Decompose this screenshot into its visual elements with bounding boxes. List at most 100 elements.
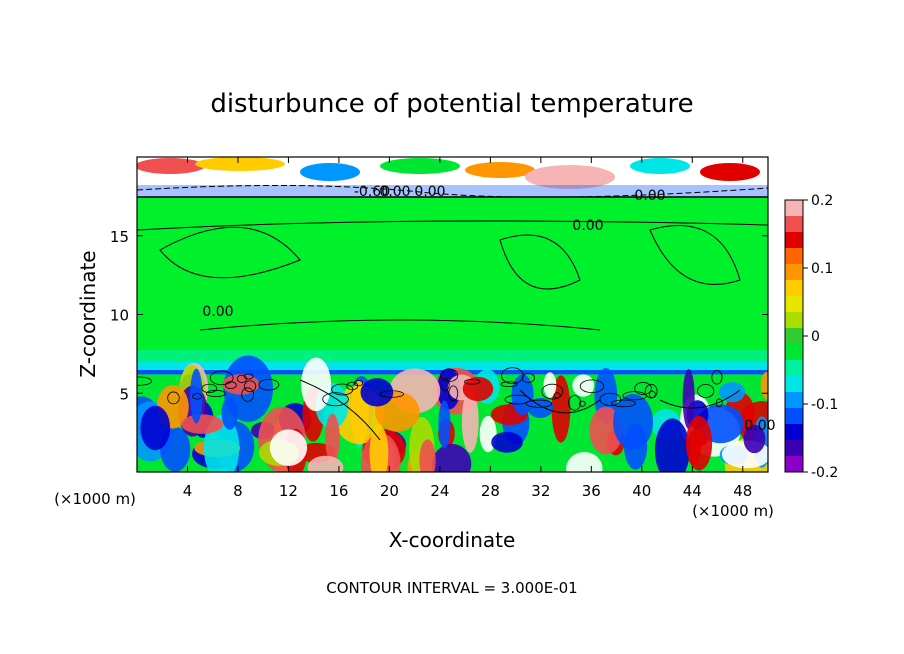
turbulence-blob: [269, 429, 308, 466]
x-tick-label: 12: [279, 482, 298, 500]
turbulence-blob: [419, 439, 436, 472]
turbulence-blob: [369, 424, 389, 472]
turbulence-blob: [543, 372, 557, 398]
colorbar-swatch: [785, 248, 803, 265]
colorbar-swatch: [785, 440, 803, 457]
interface-contour: [541, 383, 564, 400]
interface-contour: [611, 399, 636, 408]
x-unit-label: (×1000 m): [692, 502, 774, 520]
colorbar-swatch: [785, 392, 803, 409]
interface-contour: [440, 378, 450, 392]
interface-contour: [440, 368, 459, 382]
interface-contour: [697, 383, 715, 398]
turbulence-blob: [432, 443, 472, 472]
colorbar-swatch: [785, 280, 803, 297]
interface-contour: [500, 381, 518, 388]
x-tick-label: 24: [430, 482, 449, 500]
colorbar-swatch: [785, 296, 803, 313]
contour-lines: [137, 184, 768, 441]
turbulence-blob: [527, 397, 554, 418]
interface-contour: [525, 399, 553, 408]
interface-contour: [521, 372, 535, 383]
turbulence-blob: [682, 369, 695, 429]
y-axis: 5 10 15: [110, 228, 768, 403]
x-axis: 4 8 12 16 20 24 28 32 36 40 44 48: [183, 157, 752, 500]
turbulence-blob: [743, 424, 766, 454]
turbulence-blob: [221, 396, 239, 430]
chart-title: disturbunce of potential temperature: [210, 89, 693, 119]
transition-band: [137, 350, 768, 364]
interface-contour: [201, 383, 218, 394]
x-tick-label: 40: [632, 482, 651, 500]
x-axis-label: X-coordinate: [389, 528, 516, 552]
turbulence-blob: [566, 451, 603, 472]
turbulence-blob: [491, 431, 523, 453]
colorbar-swatch: [785, 456, 803, 473]
turbulence-blob: [190, 368, 203, 424]
turbulence-blob: [140, 405, 171, 451]
turbulence-blob: [760, 371, 768, 400]
x-tick-label: 8: [233, 482, 243, 500]
interface-contour: [192, 393, 203, 400]
turbulence-blob: [511, 374, 534, 416]
turbulence-blob: [360, 378, 394, 407]
colorbar-swatch: [785, 232, 803, 249]
interface-contour: [579, 379, 605, 393]
contour-label: 0.00: [744, 418, 775, 434]
y-tick-label: 15: [110, 228, 129, 246]
interface-contour: [379, 390, 404, 398]
interface-contour: [205, 389, 226, 398]
turbulence-blob: [613, 394, 654, 450]
x-tick-label: 36: [582, 482, 601, 500]
turbulence-blob: [438, 400, 451, 449]
turbulence-blob: [325, 413, 340, 463]
interface-contour: [568, 395, 582, 411]
interface-contour: [243, 380, 257, 393]
contour-label: 0.00: [572, 218, 603, 234]
interface-contour: [634, 382, 652, 395]
turbulence-blob: [462, 376, 494, 402]
lower-band: [137, 355, 768, 472]
colorbar-swatch: [785, 200, 803, 217]
contour-label: 0.00: [202, 304, 233, 320]
interface-contour: [644, 383, 658, 399]
interface-contour: [463, 378, 481, 385]
x-tick-label: 32: [531, 482, 550, 500]
turbulence-blob: [307, 455, 344, 472]
interface-contour: [258, 378, 280, 391]
colorbar-swatch: [785, 216, 803, 233]
interface-contour: [578, 400, 586, 407]
x-tick-label: 16: [329, 482, 348, 500]
x-tick-label: 44: [683, 482, 702, 500]
colorbar-tick-label: -0.2: [811, 465, 838, 481]
colorbar-swatch: [785, 264, 803, 281]
y-tick-label: 5: [119, 385, 129, 403]
turbulence-blob: [685, 416, 713, 471]
interface-contour: [599, 392, 622, 406]
colorbar-swatch: [785, 328, 803, 345]
colorbar-swatch: [785, 408, 803, 425]
interface-contour: [715, 398, 723, 408]
colorbar-swatch: [785, 312, 803, 329]
interface-contour: [322, 392, 349, 407]
interface-contour: [711, 370, 723, 385]
interface-contour: [353, 380, 364, 387]
interface-contour: [209, 370, 234, 386]
contour-label: -0.60: [354, 184, 390, 200]
x-tick-label: 4: [183, 482, 193, 500]
colorbar-swatch: [785, 344, 803, 361]
interface-contour: [137, 376, 153, 386]
colorbar-tick-label: -0.1: [811, 397, 838, 413]
y-axis-label: Z-coordinate: [76, 250, 100, 377]
contour-label: 0.00: [414, 184, 445, 200]
colorbar-swatch: [785, 424, 803, 441]
colorbar-swatch: [785, 376, 803, 393]
contour-interval-note: CONTOUR INTERVAL = 3.000E-01: [326, 579, 577, 597]
plot-area: [137, 157, 768, 472]
x-tick-label: 28: [481, 482, 500, 500]
x-tick-label: 20: [380, 482, 399, 500]
turbulence-blob: [301, 357, 332, 412]
contour-label: 0.00: [634, 188, 665, 204]
interface-contour: [448, 385, 459, 402]
